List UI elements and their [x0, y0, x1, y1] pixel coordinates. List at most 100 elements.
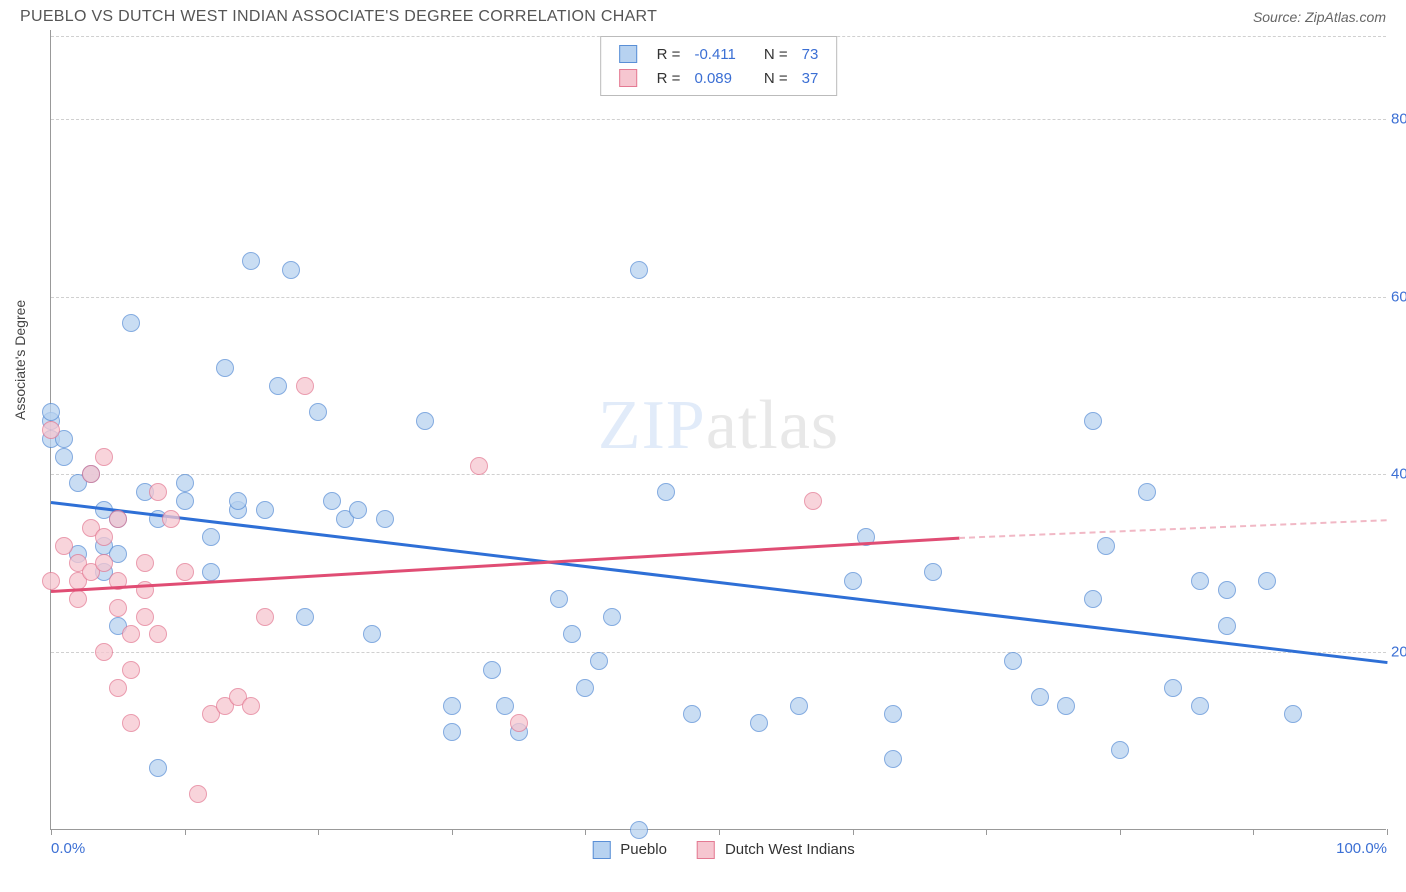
data-point [55, 537, 73, 555]
data-point [122, 661, 140, 679]
data-point [136, 554, 154, 572]
y-tick-label: 80.0% [1391, 110, 1406, 127]
x-tick-label: 100.0% [1336, 840, 1387, 857]
gridline [51, 297, 1386, 298]
data-point [630, 821, 648, 839]
data-point [750, 714, 768, 732]
data-point [1164, 679, 1182, 697]
data-point [1218, 617, 1236, 635]
x-tick [1253, 829, 1254, 835]
x-tick [719, 829, 720, 835]
data-point [1004, 652, 1022, 670]
data-point [376, 510, 394, 528]
data-point [242, 252, 260, 270]
data-point [216, 359, 234, 377]
data-point [510, 714, 528, 732]
data-point [443, 723, 461, 741]
data-point [95, 554, 113, 572]
data-point [309, 403, 327, 421]
gridline [51, 119, 1386, 120]
stats-legend-row: R =0.089N =37 [613, 67, 825, 89]
data-point [844, 572, 862, 590]
data-point [282, 261, 300, 279]
data-point [82, 465, 100, 483]
x-tick [452, 829, 453, 835]
data-point [176, 474, 194, 492]
data-point [590, 652, 608, 670]
data-point [176, 563, 194, 581]
legend-item: Dutch West Indians [687, 841, 855, 858]
data-point [483, 661, 501, 679]
data-point [1057, 697, 1075, 715]
data-point [69, 590, 87, 608]
data-point [924, 563, 942, 581]
gridline [51, 652, 1386, 653]
data-point [1084, 590, 1102, 608]
data-point [42, 403, 60, 421]
x-tick [318, 829, 319, 835]
data-point [323, 492, 341, 510]
stats-legend: R =-0.411N =73R =0.089N =37 [600, 36, 838, 96]
data-point [563, 625, 581, 643]
data-point [603, 608, 621, 626]
x-tick [853, 829, 854, 835]
gridline [51, 474, 1386, 475]
watermark: ZIPatlas [598, 386, 839, 466]
data-point [95, 643, 113, 661]
data-point [1084, 412, 1102, 430]
stats-legend-row: R =-0.411N =73 [613, 43, 825, 65]
series-legend: Pueblo Dutch West Indians [572, 841, 865, 859]
data-point [136, 608, 154, 626]
data-point [576, 679, 594, 697]
data-point [1097, 537, 1115, 555]
data-point [162, 510, 180, 528]
data-point [804, 492, 822, 510]
x-tick [51, 829, 52, 835]
data-point [42, 572, 60, 590]
data-point [349, 501, 367, 519]
data-point [363, 625, 381, 643]
data-point [95, 528, 113, 546]
x-tick [986, 829, 987, 835]
data-point [630, 261, 648, 279]
data-point [1191, 697, 1209, 715]
chart-title: PUEBLO VS DUTCH WEST INDIAN ASSOCIATE'S … [20, 8, 657, 26]
data-point [1218, 581, 1236, 599]
data-point [202, 528, 220, 546]
data-point [683, 705, 701, 723]
data-point [550, 590, 568, 608]
data-point [416, 412, 434, 430]
x-tick [1387, 829, 1388, 835]
data-point [122, 714, 140, 732]
data-point [1191, 572, 1209, 590]
data-point [256, 608, 274, 626]
data-point [884, 705, 902, 723]
x-tick [585, 829, 586, 835]
data-point [109, 679, 127, 697]
data-point [242, 697, 260, 715]
data-point [496, 697, 514, 715]
data-point [790, 697, 808, 715]
x-tick-label: 0.0% [51, 840, 85, 857]
data-point [42, 421, 60, 439]
data-point [122, 314, 140, 332]
legend-item: Pueblo [582, 841, 667, 858]
data-point [1138, 483, 1156, 501]
data-point [229, 492, 247, 510]
data-point [149, 483, 167, 501]
data-point [269, 377, 287, 395]
trend-line [959, 519, 1387, 539]
y-tick-label: 60.0% [1391, 288, 1406, 305]
data-point [176, 492, 194, 510]
data-point [443, 697, 461, 715]
data-point [657, 483, 675, 501]
data-point [109, 510, 127, 528]
data-point [256, 501, 274, 519]
data-point [1111, 741, 1129, 759]
data-point [1258, 572, 1276, 590]
data-point [189, 785, 207, 803]
scatter-plot-area: ZIPatlas R =-0.411N =73R =0.089N =37 Pue… [50, 30, 1386, 830]
y-tick-label: 20.0% [1391, 644, 1406, 661]
y-axis-label: Associate's Degree [12, 300, 28, 420]
data-point [296, 377, 314, 395]
